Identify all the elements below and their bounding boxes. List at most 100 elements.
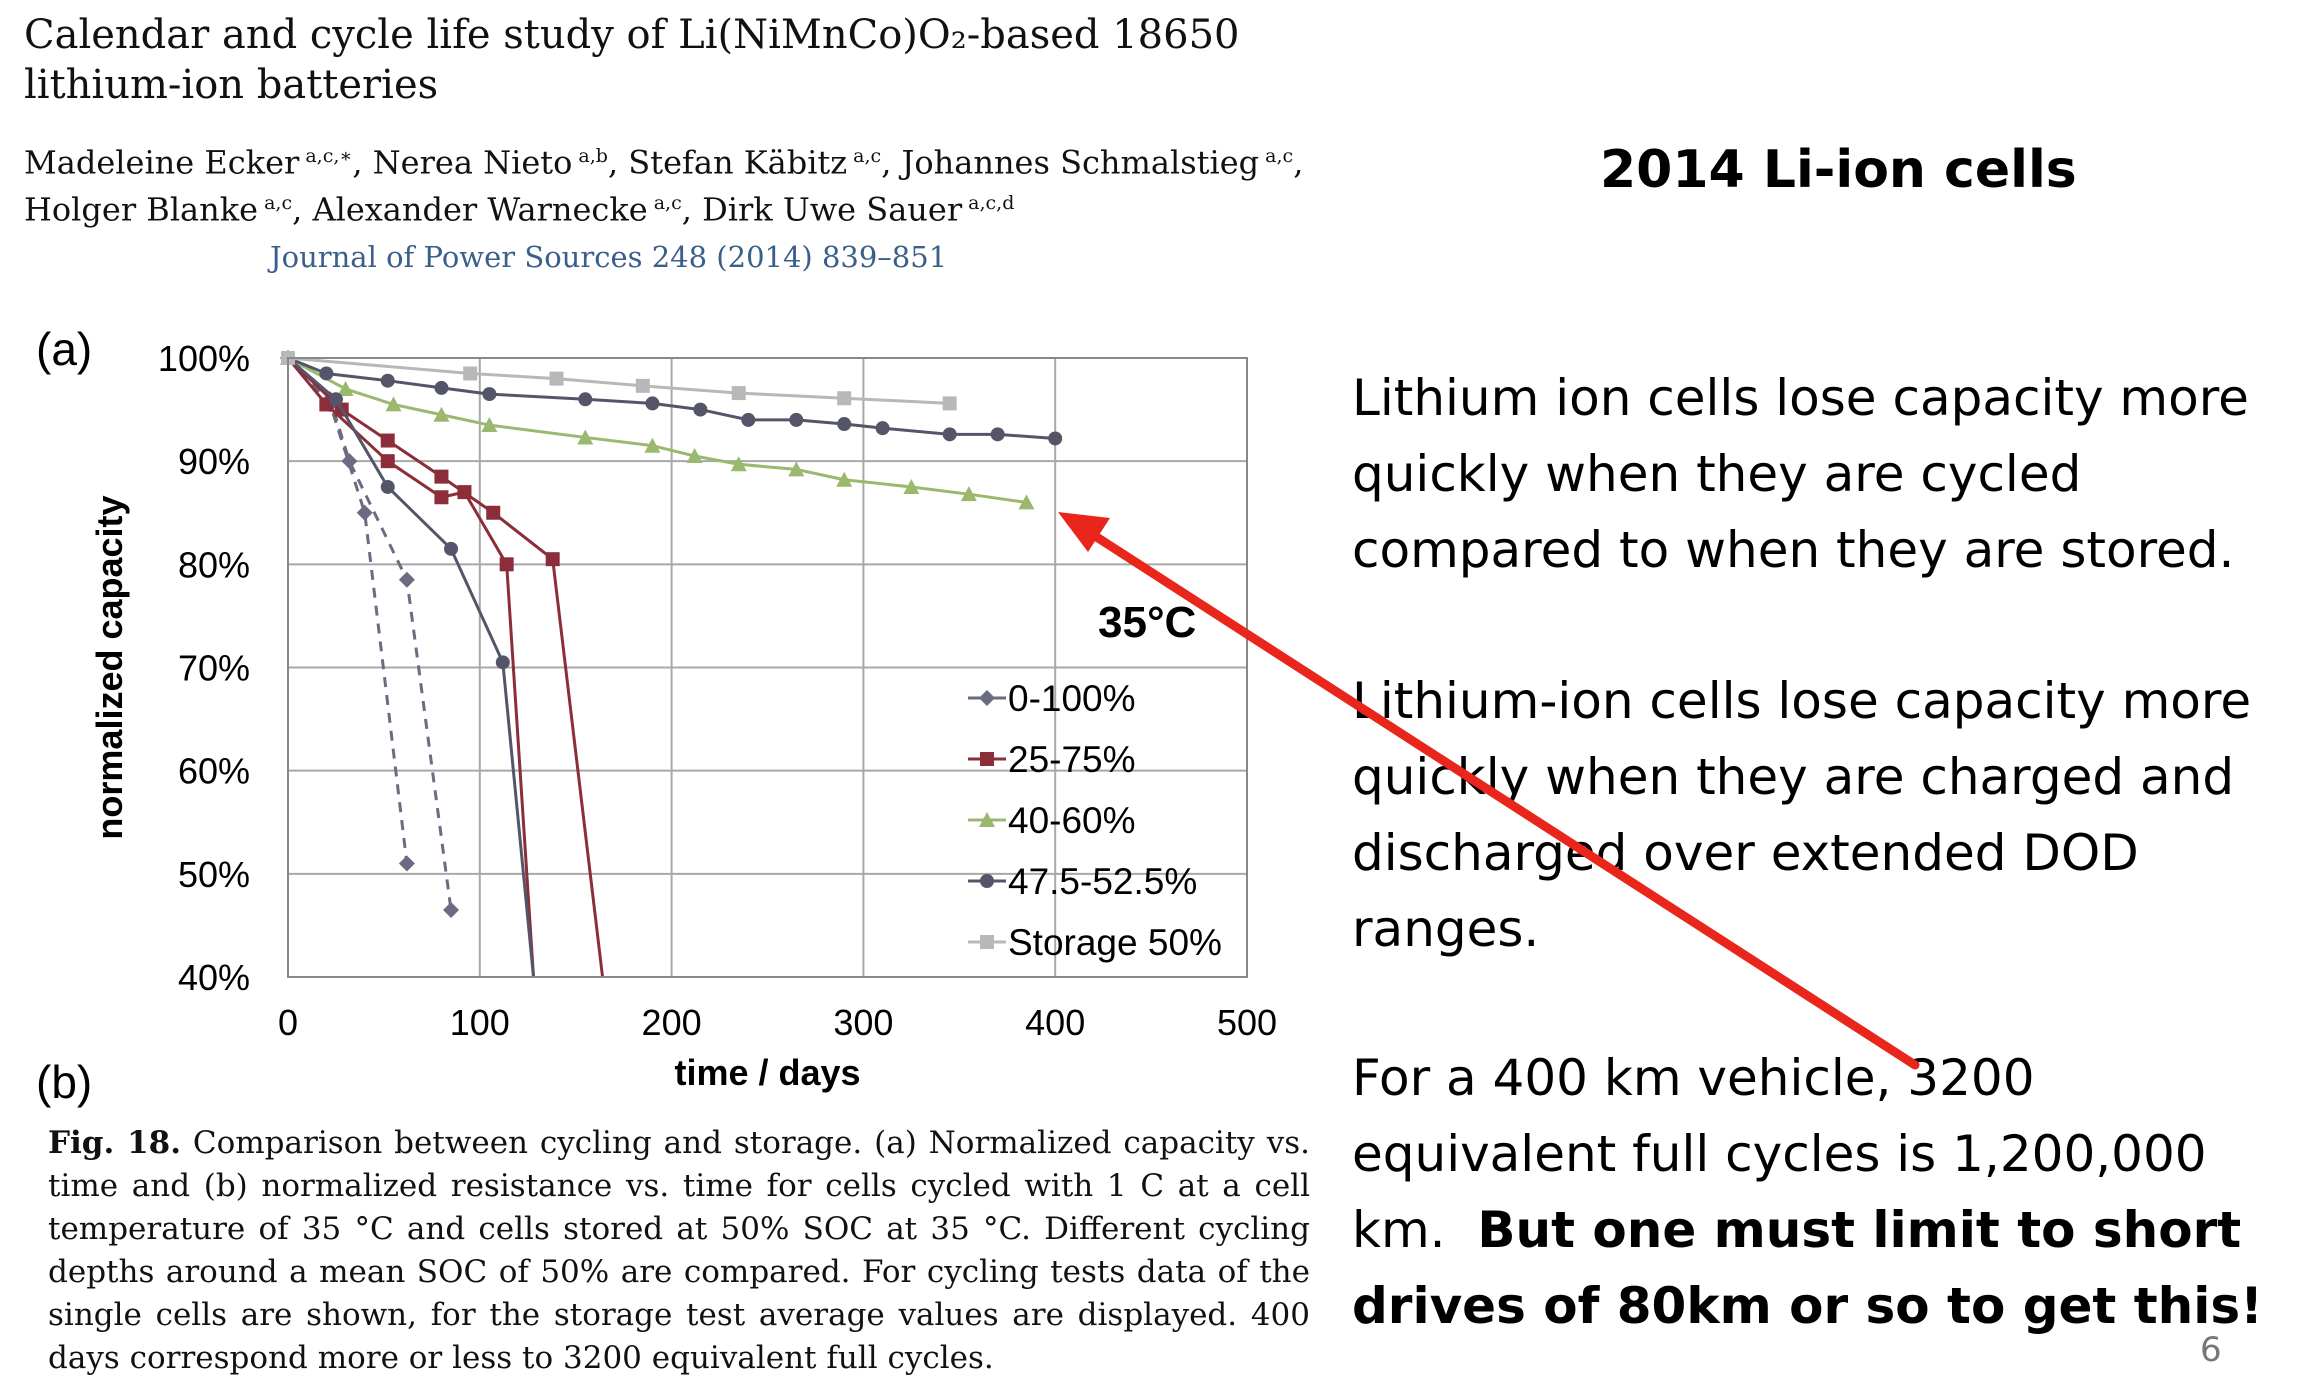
data-point [693, 402, 708, 417]
author-name[interactable]: Nerea Nieto [372, 143, 573, 182]
data-point [398, 855, 415, 872]
paper-authors: Madeleine Ecker a,c,∗, Nerea Nieto a,b, … [24, 143, 1304, 229]
author-affiliation: a,c [647, 191, 682, 214]
data-point [578, 392, 593, 407]
legend-entry: Storage 50% [1008, 922, 1222, 963]
data-point [457, 485, 472, 500]
data-point [731, 386, 746, 401]
data-point [463, 366, 478, 381]
data-point [380, 479, 395, 494]
data-point [644, 437, 661, 453]
data-point [545, 552, 560, 567]
y-tick-label: 50% [178, 854, 250, 895]
author-name[interactable]: Alexander Warnecke [312, 190, 648, 229]
data-point [837, 417, 852, 432]
data-point [434, 469, 449, 484]
panel-label-a: (a) [36, 323, 93, 375]
author-name[interactable]: Johannes Schmalstieg [901, 143, 1260, 182]
data-point [836, 471, 853, 487]
chart-ticks: 40% 50% 60% 70% 80% 90% 100% 0 100 200 300 400 500 [158, 338, 1277, 1043]
data-point [495, 655, 510, 670]
capacity-chart: 40% 50% 60% 70% 80% 90% 100% 0 100 200 300 400 500 t… [89, 338, 1277, 1093]
data-point [434, 380, 449, 395]
data-point [960, 486, 977, 502]
data-point [903, 478, 920, 494]
y-tick-label: 60% [178, 751, 250, 792]
x-axis-label: time / days [674, 1052, 860, 1093]
author-name[interactable]: Dirk Uwe Sauer [702, 190, 963, 229]
author-affiliation: a,c [258, 191, 293, 214]
data-point [730, 456, 747, 472]
paragraph-dod-ranges: Lithium-ion cells lose capacity more qui… [1352, 672, 2252, 958]
author-name[interactable]: Madeleine Ecker [24, 143, 300, 182]
author-name[interactable]: Stefan Käbitz [628, 143, 848, 182]
data-point [577, 429, 594, 445]
x-tick-label: 200 [642, 1002, 702, 1043]
paragraph-vehicle-km-bold: But one must limit to short drives of 80… [1352, 1201, 2263, 1335]
arrow-head [1058, 512, 1110, 552]
data-point [482, 387, 497, 402]
legend-entry: 47.5-52.5% [1008, 861, 1197, 902]
data-point [443, 901, 460, 918]
data-point [444, 541, 459, 556]
data-point [942, 396, 957, 411]
data-point [341, 453, 358, 470]
data-point [499, 557, 514, 572]
data-point [486, 505, 501, 520]
author-affiliation: a,c,d [962, 191, 1015, 214]
caption-label: Fig. 18. [48, 1125, 182, 1161]
data-point [337, 380, 354, 396]
data-point [875, 421, 890, 436]
data-point [837, 391, 852, 406]
chart-legend: 0-100% 25-75% 40-60% 47.5-52.5% Storage 50% [968, 678, 1222, 963]
series-line [287, 356, 1027, 504]
data-point [979, 690, 995, 706]
data-point [481, 417, 498, 433]
y-tick-label: 80% [178, 544, 250, 585]
author-affiliation: a,c,∗ [299, 145, 353, 167]
data-point [385, 396, 402, 412]
data-point [356, 504, 373, 521]
data-point [741, 412, 756, 427]
data-point [380, 433, 395, 448]
data-point [789, 412, 804, 427]
paragraph-vehicle-km: For a 400 km vehicle, 3200 equivalent fu… [1352, 1040, 2292, 1344]
x-tick-label: 0 [278, 1002, 298, 1043]
legend-entry: 40-60% [1008, 800, 1136, 841]
chart-series [280, 350, 1063, 978]
data-point [1018, 494, 1035, 510]
x-tick-label: 500 [1217, 1002, 1277, 1043]
data-point [635, 378, 650, 393]
plot-frame [287, 357, 1248, 978]
data-point [990, 427, 1005, 442]
author-affiliation: a,c [847, 145, 882, 167]
caption-text: Comparison between cycling and storage. … [48, 1125, 1310, 1376]
legend-entry: 0-100% [1008, 678, 1136, 719]
data-point [319, 366, 334, 381]
series-line [287, 356, 535, 978]
y-tick-label: 100% [158, 338, 250, 379]
y-tick-label: 90% [178, 441, 250, 482]
x-tick-label: 400 [1025, 1002, 1085, 1043]
data-point [328, 392, 343, 407]
slide-title: 2014 Li-ion cells [1600, 140, 2077, 200]
journal-citation[interactable]: Journal of Power Sources 248 (2014) 839–… [270, 240, 948, 274]
y-axis-label: normalized capacity [89, 495, 130, 839]
slide-page-number: 6 [2200, 1330, 2222, 1370]
x-tick-label: 300 [833, 1002, 893, 1043]
arrow-shaft [1073, 520, 1920, 1070]
data-point [980, 752, 994, 766]
data-point [398, 571, 415, 588]
paragraph-vehicle-km-normal: For a 400 km vehicle, 3200 equivalent fu… [1352, 1049, 2207, 1259]
y-tick-label: 40% [178, 957, 250, 998]
data-point [980, 874, 994, 888]
data-point [942, 427, 957, 442]
data-point [979, 812, 995, 827]
author-affiliation: a,c [1259, 145, 1294, 167]
data-point [433, 406, 450, 422]
data-point [549, 371, 564, 386]
author-name[interactable]: Holger Blanke [24, 190, 259, 229]
author-affiliation: a,b [572, 145, 608, 167]
data-point [434, 490, 449, 505]
